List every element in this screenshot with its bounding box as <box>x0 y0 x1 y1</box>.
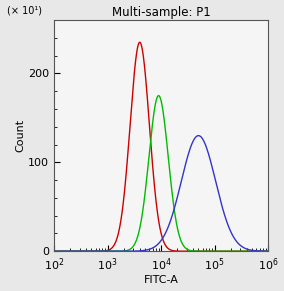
X-axis label: FITC-A: FITC-A <box>144 276 178 285</box>
Title: Multi-sample: P1: Multi-sample: P1 <box>112 6 210 19</box>
Y-axis label: Count: Count <box>15 119 25 152</box>
Text: (× 10¹): (× 10¹) <box>7 6 42 15</box>
